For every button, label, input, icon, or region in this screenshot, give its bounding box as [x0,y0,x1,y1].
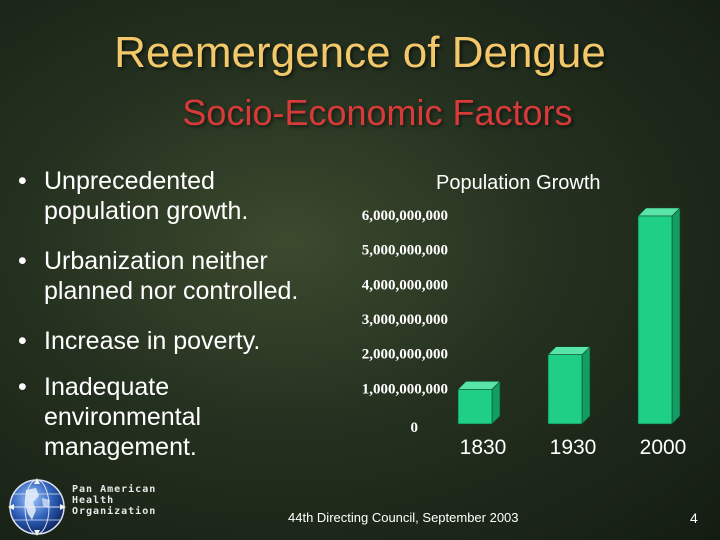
org-line: Health [72,495,115,506]
slide-subtitle: Socio-Economic Factors [182,92,573,133]
bar-side [581,345,591,425]
bullet-line: Urbanization neither [44,247,268,275]
y-tick-label: 4,000,000,000 [362,277,448,293]
bullet-line: management. [44,433,197,461]
bar [457,389,493,425]
bullet-item: • Urbanization neither planned nor contr… [18,246,348,306]
chart-title: Population Growth [436,172,601,194]
y-tick-label: 2,000,000,000 [362,347,448,363]
slide-title: Reemergence of Dengue [114,28,606,77]
globe-icon [8,478,66,536]
org-line: Pan American [72,484,157,495]
x-tick-label: 2000 [640,436,687,459]
bullet-line: environmental [44,403,202,431]
bullet-dot: • [18,247,27,275]
organization-name: Pan American Health Organization [72,484,156,517]
y-tick-label: 0 [411,420,419,436]
bullet-item: • Unprecedented population growth. [18,166,348,226]
bar-side [491,380,501,425]
bar [547,354,583,425]
bullet-item: • Increase in poverty. [18,326,348,356]
footer-text: 44th Directing Council, September 2003 [288,510,519,525]
page-number: 4 [690,510,698,526]
x-tick-label: 1930 [550,436,597,459]
bar-side [671,207,681,425]
y-tick-label: 5,000,000,000 [362,243,448,259]
x-tick-label: 1830 [460,436,507,459]
y-tick-label: 1,000,000,000 [362,381,448,397]
bullet-line: Inadequate [44,373,170,401]
bullet-line: Increase in poverty. [44,327,261,355]
y-tick-label: 6,000,000,000 [362,208,448,224]
bullet-line: population growth. [44,197,249,225]
bullet-dot: • [18,167,27,195]
bullet-dot: • [18,327,27,355]
bullet-line: Unprecedented [44,167,215,195]
bullet-line: planned nor controlled. [44,277,299,305]
y-tick-label: 3,000,000,000 [362,312,448,328]
bullet-item: • Inadequate environmental management. [18,372,348,462]
bullet-dot: • [18,373,27,401]
org-line: Organization [72,506,157,517]
bar [637,215,673,425]
